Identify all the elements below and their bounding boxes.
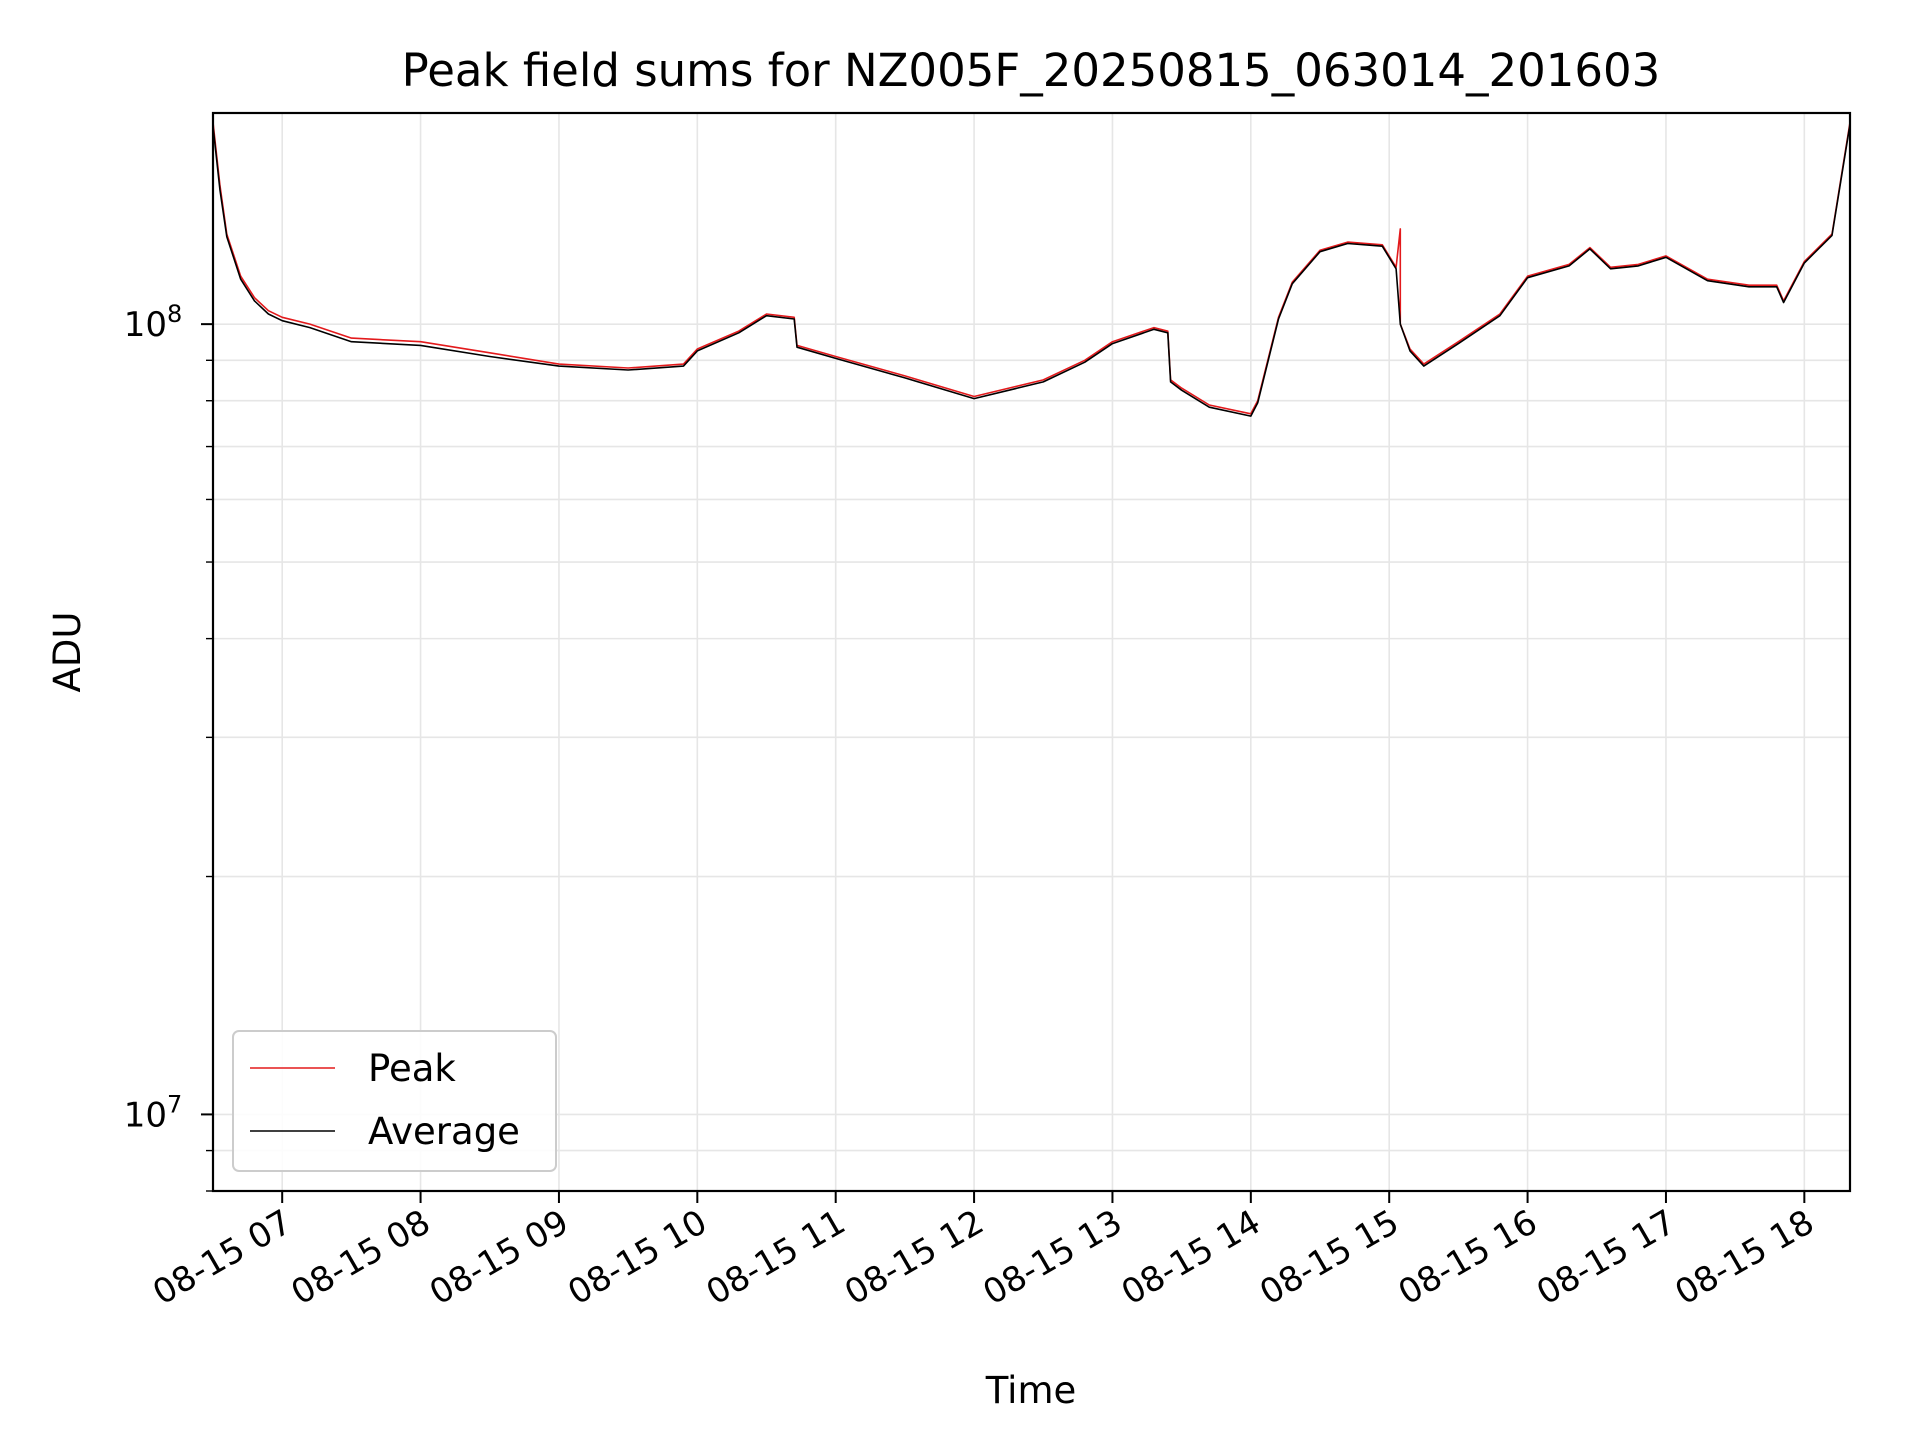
legend-label-peak: Peak [368, 1047, 456, 1090]
plot-frame [211, 111, 1852, 1193]
series-line-average [212, 124, 1851, 417]
legend-box [232, 1030, 557, 1172]
y-axis-label: ADU [46, 612, 89, 693]
y-tick-label: 107 [124, 1090, 183, 1135]
x-axis-label: Time [985, 1369, 1077, 1412]
plot-lines [212, 122, 1851, 417]
chart-title: Peak field sums for NZ005F_20250815_0630… [402, 44, 1661, 97]
series-line-peak [212, 122, 1851, 415]
legend-label-average: Average [368, 1110, 520, 1153]
y-tick-label: 108 [124, 300, 183, 345]
grid [213, 113, 1850, 1192]
legend: Peak Average [232, 1030, 557, 1172]
